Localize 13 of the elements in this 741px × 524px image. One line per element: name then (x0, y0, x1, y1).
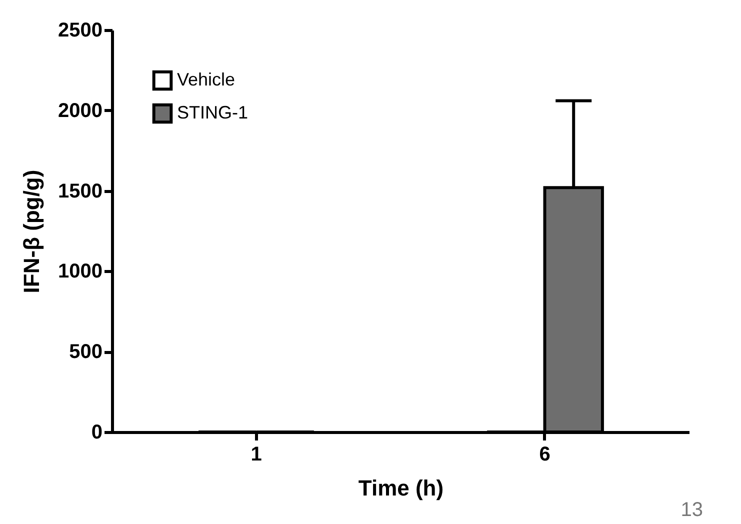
x-tick-label: 1 (250, 444, 262, 466)
text: 13 (680, 499, 703, 522)
y-tick-label: 2000 (58, 100, 102, 122)
y-tick-label: 2500 (58, 20, 102, 42)
y-axis-title: IFN-β (pg/g) (19, 170, 44, 294)
legend-label: STING-1 (177, 102, 248, 122)
y-tick-label: 1500 (58, 180, 102, 202)
y-tick-label: 0 (91, 422, 102, 444)
x-axis-title: Time (h) (358, 476, 444, 500)
y-tick-label: 1000 (58, 260, 102, 283)
x-tick-label: 6 (539, 444, 550, 466)
legend-label: Vehicle (177, 70, 236, 90)
y-tick-label: 500 (69, 341, 102, 364)
